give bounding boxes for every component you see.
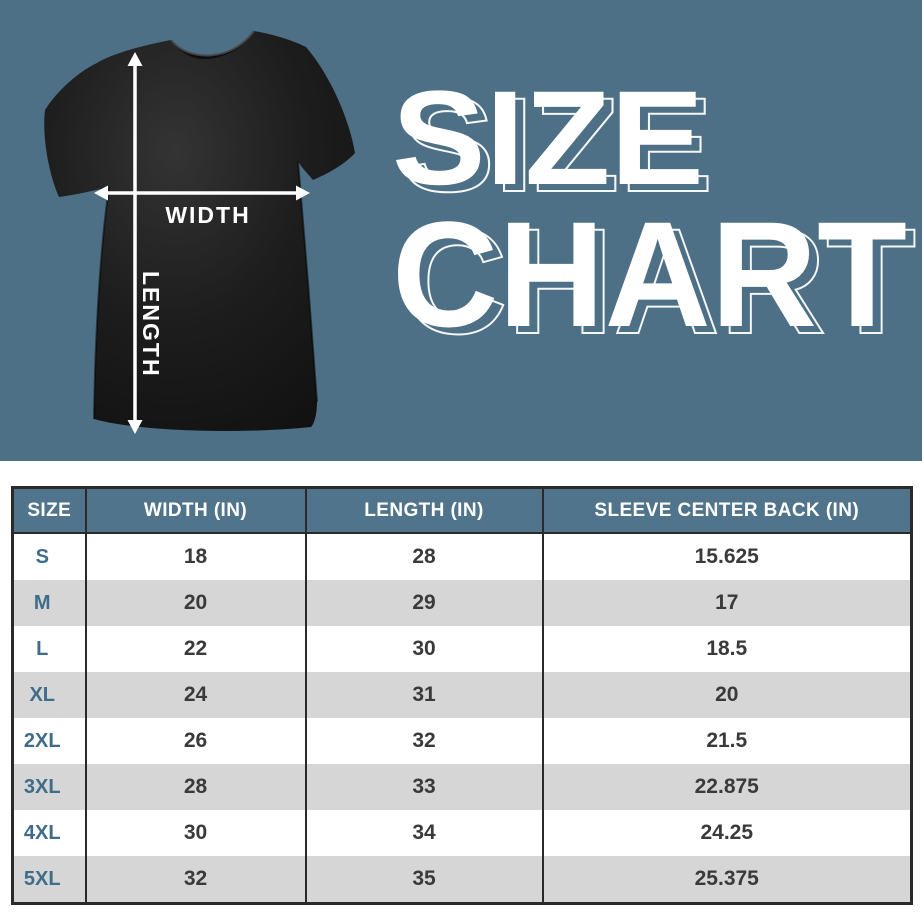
- banner: WIDTH LENGTH SIZE SIZE CHART CHART: [0, 0, 922, 461]
- banner-graphic: WIDTH LENGTH SIZE SIZE CHART CHART: [44, 30, 917, 434]
- size-chart-title: SIZE SIZE CHART CHART: [392, 64, 917, 366]
- table-row: 2XL 26 32 21.5: [13, 718, 912, 764]
- sleeve-cell: 25.375: [541, 856, 912, 904]
- length-cell: 32: [304, 718, 543, 764]
- size-cell: 3XL: [23, 775, 61, 798]
- size-cell: 4XL: [23, 821, 61, 844]
- width-cell: 32: [84, 856, 306, 904]
- length-label: LENGTH: [138, 271, 164, 378]
- size-cell: S: [35, 545, 49, 568]
- sleeve-cell: 18.5: [541, 626, 912, 672]
- size-cell: M: [33, 591, 51, 614]
- length-cell: 28: [304, 533, 543, 580]
- table-row: L 22 30 18.5: [13, 626, 912, 672]
- tshirt-graphic: [44, 30, 355, 431]
- length-cell: 30: [304, 626, 543, 672]
- table-row: S 18 28 15.625: [13, 533, 912, 580]
- length-cell: 34: [304, 810, 543, 856]
- size-cell: 5XL: [23, 867, 61, 890]
- title-line1-outline: SIZE: [401, 71, 713, 220]
- width-label: WIDTH: [165, 202, 250, 228]
- table-row: 4XL 30 34 24.25: [13, 810, 912, 856]
- size-cell: L: [36, 637, 49, 660]
- header-cell-length: LENGTH (IN): [304, 487, 543, 534]
- table-section: SIZE WIDTH (IN) LENGTH (IN) SLEEVE CENTE…: [0, 461, 922, 905]
- sleeve-cell: 20: [541, 672, 912, 718]
- width-cell: 22: [84, 626, 306, 672]
- size-cell: 2XL: [23, 729, 61, 752]
- length-cell: 31: [304, 672, 543, 718]
- width-cell: 18: [84, 533, 306, 580]
- header-cell-width: WIDTH (IN): [84, 487, 306, 534]
- table-row: XL 24 31 20: [12, 672, 912, 718]
- width-cell: 28: [84, 764, 306, 810]
- sleeve-cell: 21.5: [541, 718, 912, 764]
- length-arrow: [127, 52, 143, 434]
- header-cell-size: SIZE: [12, 487, 86, 534]
- header-row: SIZE WIDTH (IN) LENGTH (IN) SLEEVE CENTE…: [12, 487, 912, 534]
- header-cell-sleeve: SLEEVE CENTER BACK (IN): [541, 487, 912, 534]
- title-line1: SIZE: [392, 64, 704, 213]
- width-cell: 30: [84, 810, 306, 856]
- table-row: 5XL 32 35 25.375: [12, 856, 912, 904]
- title-line2-outline: CHART: [401, 197, 916, 365]
- title-line2: CHART: [392, 190, 907, 358]
- length-cell: 35: [304, 856, 543, 904]
- size-chart-table: SIZE WIDTH (IN) LENGTH (IN) SLEEVE CENTE…: [11, 486, 913, 905]
- sleeve-cell: 22.875: [541, 764, 912, 810]
- sleeve-cell: 15.625: [541, 533, 912, 580]
- size-cell: XL: [29, 683, 56, 706]
- sleeve-cell: 24.25: [541, 810, 912, 856]
- table-row: M 20 29 17: [12, 580, 912, 626]
- length-cell: 29: [304, 580, 543, 626]
- width-cell: 26: [84, 718, 306, 764]
- sleeve-cell: 17: [541, 580, 912, 626]
- width-cell: 24: [84, 672, 306, 718]
- width-arrow: [94, 185, 310, 201]
- width-cell: 20: [84, 580, 306, 626]
- table-row: 3XL 28 33 22.875: [12, 764, 912, 810]
- length-cell: 33: [304, 764, 543, 810]
